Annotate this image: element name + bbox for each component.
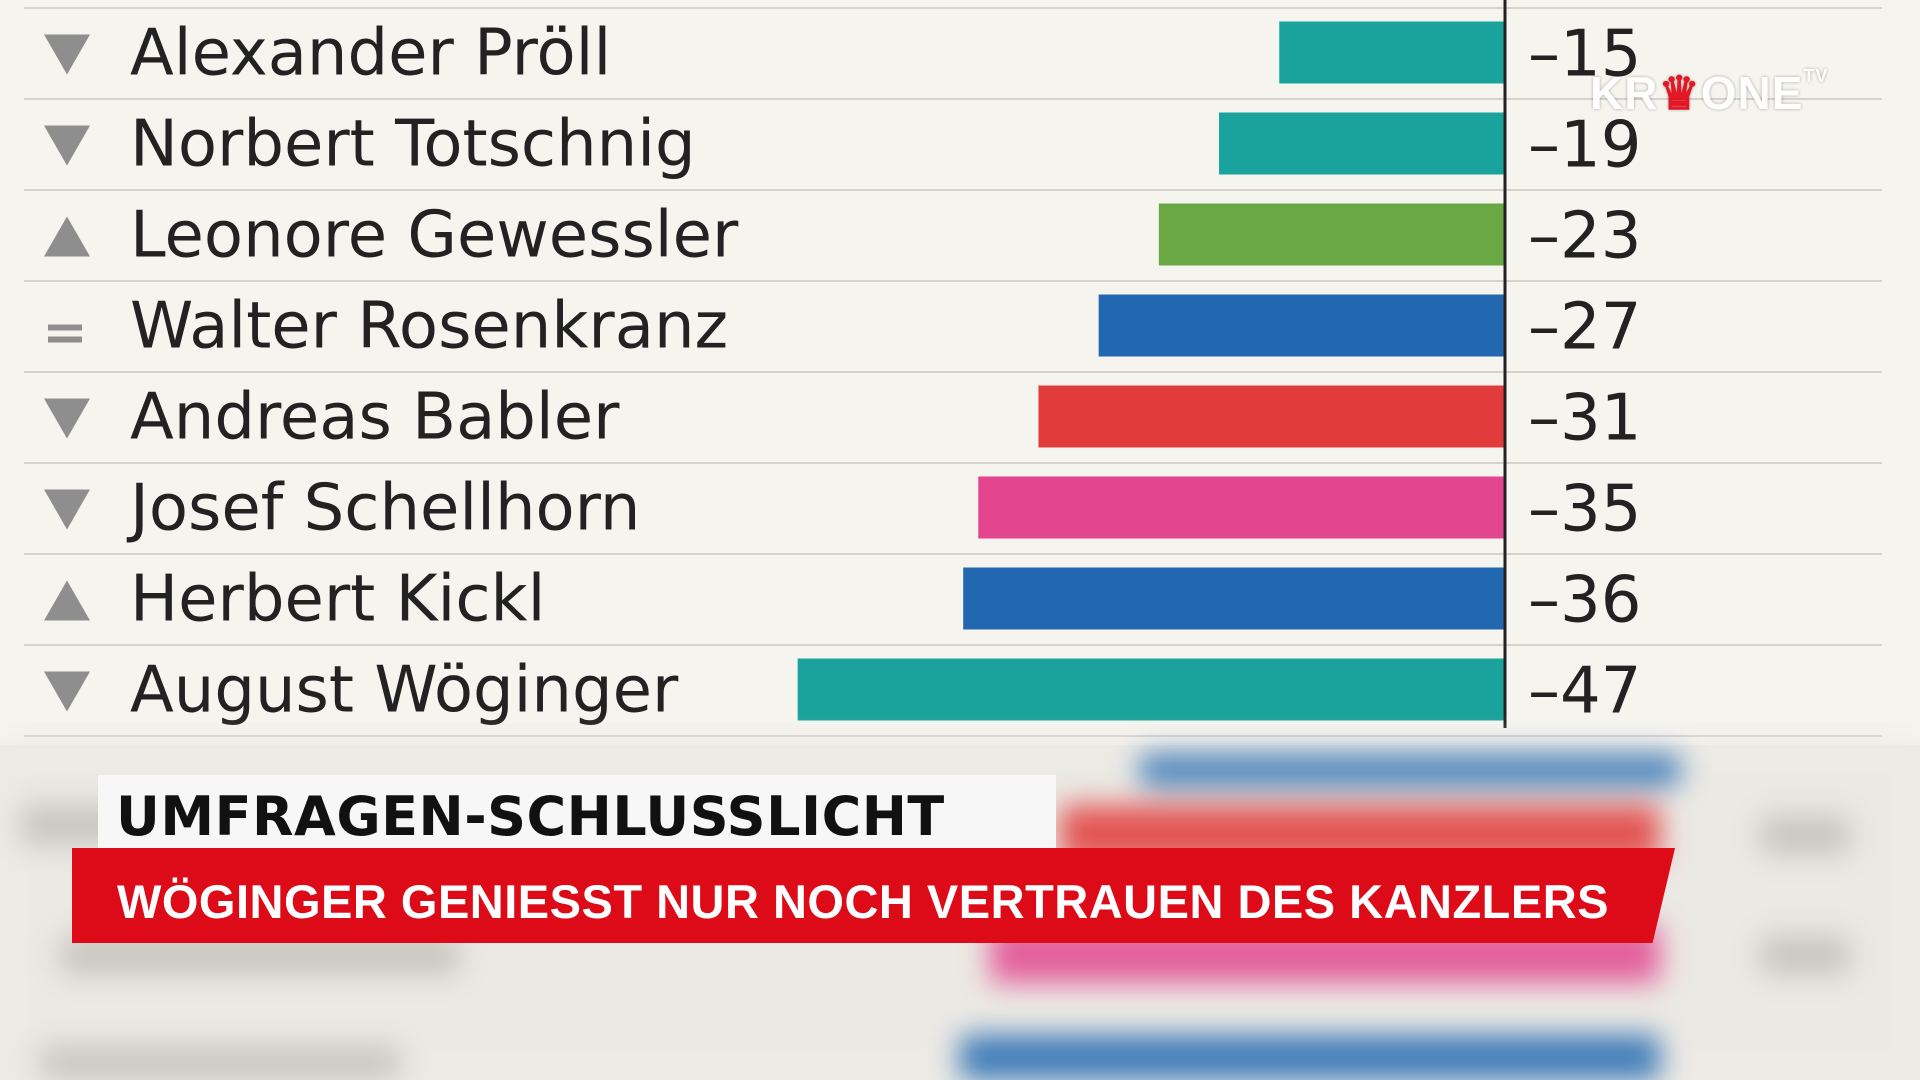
row-name: Leonore Gewessler	[130, 199, 739, 273]
row-name: Andreas Babler	[130, 381, 620, 455]
trend-up-icon	[44, 580, 90, 621]
bar	[1038, 385, 1505, 448]
trend-down-icon	[44, 489, 90, 530]
bar	[978, 476, 1505, 539]
broadcaster-logo: KR♛ONETV	[1590, 66, 1828, 120]
value-label: –35	[1528, 473, 1641, 547]
trend-down-icon	[44, 125, 90, 166]
value-label: –31	[1528, 382, 1641, 456]
bar	[1158, 203, 1505, 266]
blur-bar	[960, 1035, 1660, 1080]
bar-chart: Alexander Pröll –15 Norbert Totschnig –19 Le…	[24, 0, 1882, 737]
logo-suffix: TV	[1803, 66, 1829, 86]
value-label: –19	[1528, 109, 1641, 183]
bar	[963, 567, 1505, 630]
chart-panel: Alexander Pröll –15 Norbert Totschnig –19 Le…	[24, 0, 1882, 737]
blur-text	[20, 805, 440, 845]
blur-text	[1760, 815, 1850, 855]
blur-bar	[1140, 755, 1680, 785]
trend-down-icon	[44, 34, 90, 75]
trend-equal-icon	[48, 336, 82, 343]
blurred-background	[0, 745, 1920, 1080]
row-name: Alexander Pröll	[130, 17, 611, 91]
blur-bar	[1060, 805, 1660, 863]
row-name: Josef Schellhorn	[126, 472, 640, 546]
row-name: Norbert Totschnig	[130, 108, 696, 182]
row-name: August Wöginger	[130, 654, 679, 728]
blur-text	[60, 935, 460, 975]
row-name: Walter Rosenkranz	[130, 290, 728, 364]
blur-text	[1760, 935, 1850, 975]
value-label: –15	[1528, 18, 1641, 92]
bar	[797, 658, 1505, 721]
logo-text-left: KR	[1590, 67, 1659, 119]
bar	[1219, 112, 1505, 175]
bar	[1279, 21, 1505, 84]
blur-text	[40, 1045, 400, 1080]
trend-equal-icon	[48, 324, 82, 331]
value-label: –36	[1528, 564, 1641, 638]
value-label: –47	[1528, 655, 1641, 729]
crown-icon: ♛	[1658, 67, 1701, 119]
blur-bar	[990, 925, 1660, 983]
trend-down-icon	[44, 671, 90, 712]
trend-up-icon	[44, 216, 90, 257]
bar	[1098, 294, 1505, 357]
trend-down-icon	[44, 398, 90, 439]
value-label: –27	[1528, 291, 1641, 365]
row-name: Herbert Kickl	[130, 563, 545, 637]
logo-text-right: ONE	[1700, 67, 1804, 119]
value-label: –23	[1528, 200, 1641, 274]
